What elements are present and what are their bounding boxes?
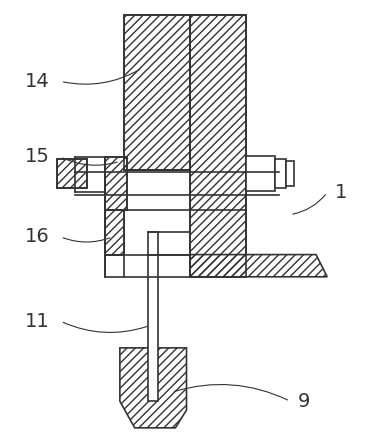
- Bar: [105, 157, 127, 210]
- Text: 14: 14: [25, 72, 50, 91]
- Bar: [123, 15, 190, 170]
- Bar: [105, 157, 127, 210]
- Text: 16: 16: [25, 228, 50, 246]
- Bar: [275, 159, 286, 188]
- Bar: [286, 161, 294, 186]
- Text: 9: 9: [298, 392, 310, 411]
- Bar: [57, 159, 87, 188]
- Bar: [123, 15, 190, 170]
- Bar: [57, 159, 87, 188]
- Polygon shape: [120, 348, 186, 428]
- Bar: [190, 15, 246, 277]
- Text: 15: 15: [25, 148, 50, 166]
- Bar: [246, 156, 275, 191]
- Polygon shape: [190, 255, 327, 277]
- Bar: [105, 210, 123, 255]
- Bar: [105, 210, 123, 255]
- Text: 1: 1: [335, 183, 347, 202]
- Text: 11: 11: [25, 312, 50, 331]
- Bar: [148, 232, 158, 401]
- Bar: [190, 15, 246, 277]
- Polygon shape: [105, 210, 123, 277]
